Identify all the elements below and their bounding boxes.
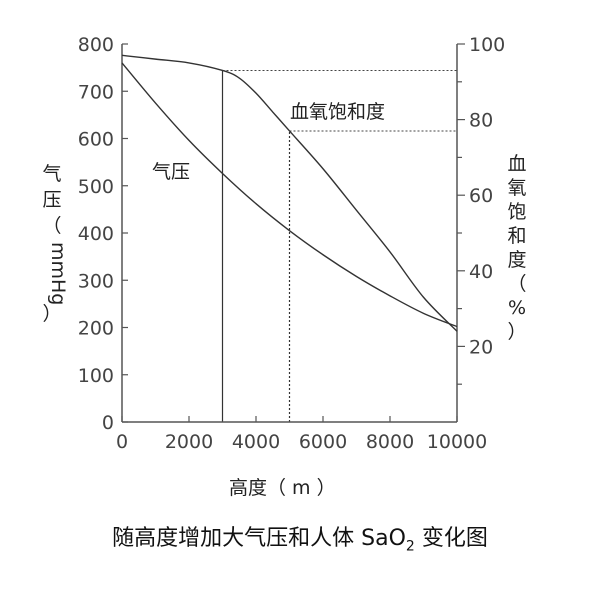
x-tick-label: 8000 (366, 431, 414, 453)
y-left-tick-label: 300 (78, 270, 114, 292)
x-tick-label: 4000 (232, 431, 280, 453)
caption-subscript: 2 (405, 538, 415, 555)
x-tick-label: 10000 (427, 431, 487, 453)
y-left-tick-label: 200 (78, 318, 114, 340)
x-tick-label: 6000 (299, 431, 347, 453)
y-right-tick-label: 60 (469, 185, 493, 207)
series-line-sao2 (121, 54, 458, 332)
x-axis-title: 高度（ m ） (229, 477, 336, 499)
caption-tail: 变化图 (414, 526, 488, 551)
y-right-title-char: 血 (507, 153, 526, 175)
y-left-title-char: 压 (42, 189, 61, 211)
y-right-title-char: （ (507, 273, 526, 295)
y-right-tick-label: 80 (469, 110, 493, 132)
y-left-tick-label: 700 (78, 81, 114, 103)
x-tick-label: 2000 (165, 431, 213, 453)
y-right-title-char: ） (507, 321, 526, 343)
caption-main: 随高度增加大气压和人体 SaO (112, 526, 406, 551)
y-right-title-char: 氧 (507, 177, 526, 199)
series-label-pressure: 气压 (152, 161, 190, 183)
y-right-title-char: 和 (507, 225, 526, 247)
y-left-tick-label: 500 (78, 176, 114, 198)
y-right-ticks: 20 40 60 80 100 (457, 34, 505, 385)
y-left-title: 气压 （ mmHg） (42, 163, 69, 325)
chart: 0 2000 4000 6000 8000 10000 0 100 200 300 400 500 6… (42, 34, 526, 499)
y-left-title-unit: mmHg (47, 242, 69, 305)
y-right-title: 血氧饱和度（%） (507, 153, 526, 343)
y-left-tick-label: 100 (78, 365, 114, 387)
x-tick-label: 0 (116, 431, 128, 453)
y-left-title-char: 气 (42, 163, 61, 185)
y-left-tick-label: 400 (78, 223, 114, 245)
y-right-tick-label: 100 (469, 34, 505, 56)
series-group (121, 54, 458, 332)
y-right-tick-label: 40 (469, 261, 493, 283)
figure-caption: 随高度增加大气压和人体 SaO2 变化图 (0, 520, 600, 554)
reference-lines (221, 69, 457, 422)
y-left-title-char: ） (42, 303, 61, 325)
y-right-title-char: 饱 (507, 201, 526, 223)
y-right-title-char: % (508, 297, 526, 319)
x-ticks: 0 2000 4000 6000 8000 10000 (116, 416, 487, 453)
y-right-tick-label: 20 (469, 336, 493, 358)
y-left-tick-label: 600 (78, 129, 114, 151)
y-left-ticks: 0 100 200 300 400 500 600 700 800 (78, 34, 128, 434)
y-right-title-char: 度 (507, 249, 526, 271)
y-left-title-char: （ (42, 215, 61, 237)
y-left-tick-label: 800 (78, 34, 114, 56)
y-left-tick-label: 0 (102, 412, 114, 434)
series-line-pressure (121, 62, 458, 328)
series-label-sao2: 血氧饱和度 (290, 101, 385, 123)
